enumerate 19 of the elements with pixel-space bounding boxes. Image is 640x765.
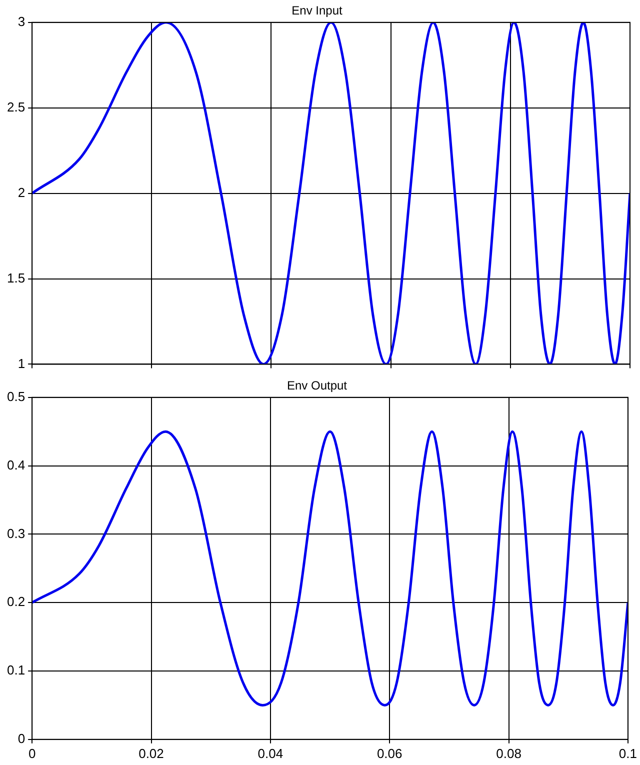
y-tick-label: 0.3 [6,526,26,541]
x-tick-label: 0.08 [496,746,522,761]
y-tick-label: 3 [18,14,26,29]
x-tick-label: 0.02 [138,746,164,761]
y-tick-label: 1 [18,356,26,371]
x-tick-label: 0.1 [618,746,638,761]
chart-title: Env Input [292,4,344,18]
y-tick-label: 0.4 [6,457,26,472]
y-tick-label: 0 [18,730,26,746]
y-tick-label: 2 [18,184,26,200]
x-tick-label: 0 [28,746,36,761]
chart-title: Env Output [286,378,348,393]
y-tick-label: 0.5 [6,388,26,404]
x-tick-label: 0.04 [258,746,284,761]
y-tick-label: 1.5 [6,270,26,286]
x-tick-label: 0.06 [376,746,402,761]
y-tick-label: 0.2 [6,594,26,610]
y-tick-label: 2.5 [6,99,26,114]
y-tick-label: 0.1 [6,662,26,678]
